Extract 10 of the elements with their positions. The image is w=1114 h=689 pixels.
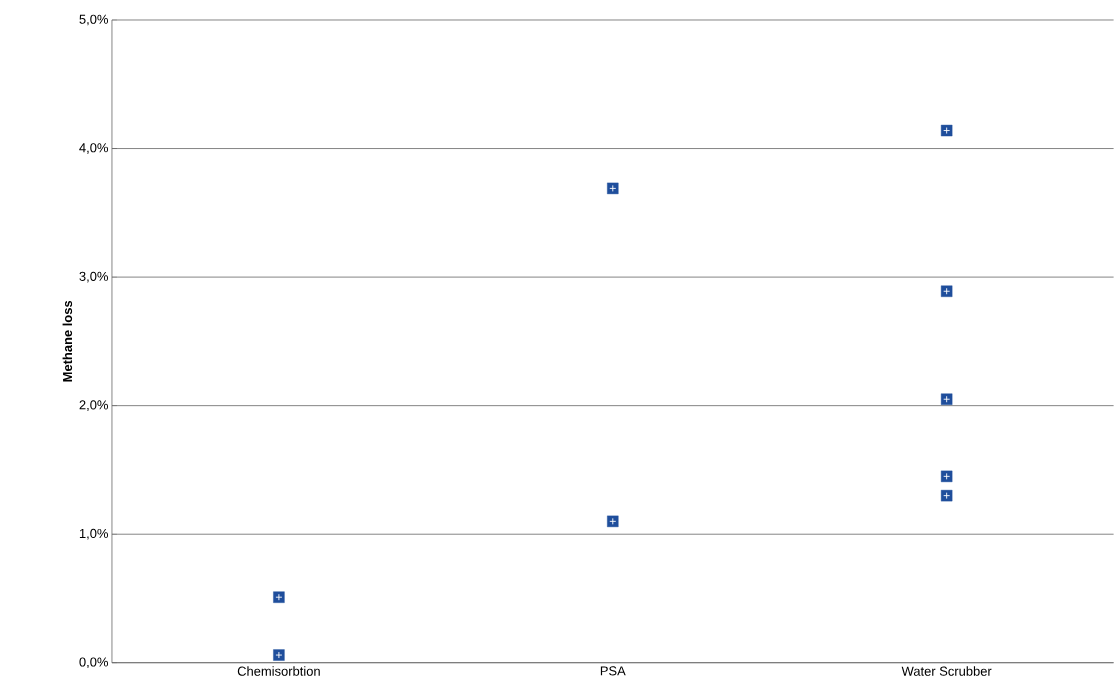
x-tick-label: Water Scrubber	[901, 666, 992, 676]
y-tick-label: 0,0%	[79, 657, 108, 669]
x-tick-label: PSA	[600, 666, 626, 676]
y-tick-label: 5,0%	[79, 14, 108, 26]
y-tick-label: 2,0%	[79, 400, 108, 412]
y-tick-label: 3,0%	[79, 271, 108, 283]
x-tick-label: Chemisorbtion	[237, 666, 320, 676]
y-axis-title: Methane loss	[62, 301, 73, 382]
y-tick-label: 1,0%	[79, 528, 108, 540]
y-tick-label: 4,0%	[79, 143, 108, 155]
